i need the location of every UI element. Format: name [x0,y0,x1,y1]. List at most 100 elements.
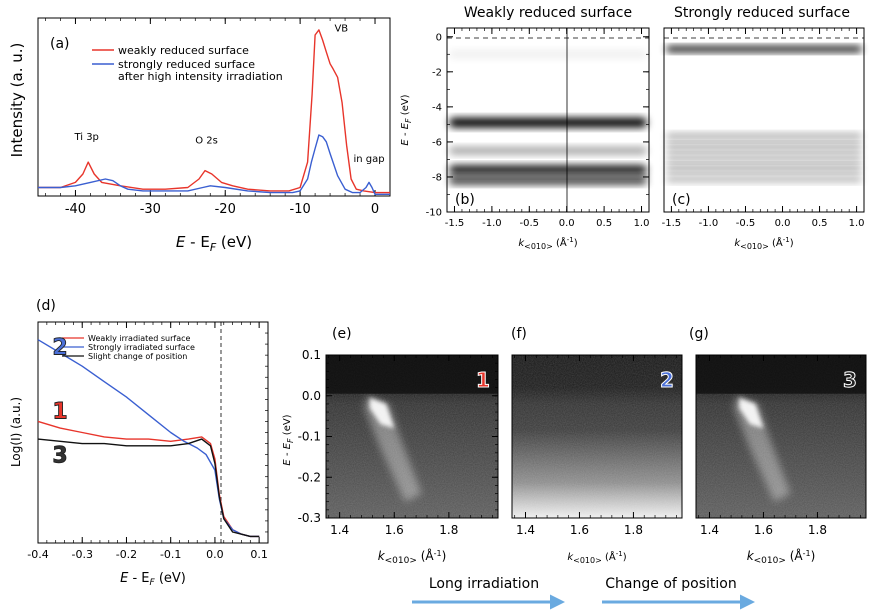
panel-c-frame [663,27,865,213]
panel-c-xlabel-k: k [734,238,741,249]
panel-e-xlabel-sup: -1 [434,549,442,558]
annotation-a-1: O 2s [195,135,218,146]
panel-g-xlabel-sub: <010> [754,556,786,566]
panel-c-xlabel: k<010> (Å-1) [734,236,793,251]
legend-d-black: Slight change of position [88,352,187,361]
band-c-5 [666,175,862,183]
band-b-4 [449,176,647,185]
panel-e-ylabel-unit: (eV) [282,414,293,438]
xtick-label-d: -0.1 [160,548,181,561]
panel-d-label: (d) [36,298,56,314]
xtick-label-b: -1.0 [482,218,502,229]
ytick-label-b: 0 [436,32,442,43]
panel-a-frame [37,17,391,197]
ytick-label-e: 0.0 [302,389,321,403]
panel-g-number: 3 [843,368,857,392]
panel-b-title: Weakly reduced surface [464,5,632,21]
panel-g-label: (g) [689,326,709,342]
panel-d-ylabel: Log(I) (a.u.) [9,397,23,467]
annotation-a-3: in gap [353,154,384,165]
panel-c-xlabel-sub: <010> [740,242,769,251]
panel-a-xlabel: E - EF (eV) [176,233,252,254]
panel-b-ylabel-sub: F [404,118,413,123]
panel-a-label: (a) [50,36,70,52]
legend-d-blue: Strongly irradiated surface [88,343,195,352]
xtick-label-g: 1.6 [754,523,773,537]
legend-a-blue: strongly reduced surface [118,58,255,71]
series-a-1 [38,134,390,196]
xtick-label-b: -1.5 [445,218,465,229]
panel-e-xlabel-sub: <010> [385,556,417,566]
xtick-label-d: 0.1 [250,548,268,561]
legend-d-red: Weakly irradiated surface [88,334,190,343]
xtick-label-e: 1.6 [385,523,404,537]
panel-c-title: Strongly reduced surface [674,5,850,21]
panel-f-label: (f) [511,326,527,342]
above-fermi-e [326,355,498,394]
panel-c-xlabel-unit: (Å [769,236,783,249]
ytick-label-e: -0.1 [298,430,321,444]
panel-g-frame [695,354,867,519]
panel-g: (g) 1.4 1.6 1.8 3 k<010> (Å-1) [689,326,867,566]
panel-f-xlabel: k<010> (Å-1) [567,550,626,565]
panel-b-xlabel-close: ) [574,238,578,249]
panel-g-xlabel-close: ) [811,549,816,563]
panel-e-ylabel-sub: F [286,438,295,443]
panel-c: Strongly reduced surface -1.5 -1.0 -0.5 0.0… [662,5,865,251]
panel-b-xlabel-sub: <010> [524,242,553,251]
panel-e-xlabel-unit: (Å [417,548,434,563]
annotation-a-0: Ti 3p [73,132,98,143]
xtick-label-c: 0.0 [775,218,791,229]
panel-d-xlabel-sub: F [150,578,156,588]
panel-d-xlabel-minus: - E [128,571,149,586]
xtick-label-c: -1.0 [699,218,719,229]
panel-e-xlabel-close: ) [442,549,447,563]
panel-f-xlabel-unit: (Å [602,550,616,563]
panel-f-number: 2 [660,368,674,392]
xtick-label-g: 1.8 [808,523,827,537]
xtick-label-d: -0.3 [71,548,92,561]
band-c-1 [666,133,862,141]
panel-f-xlabel-sup: -1 [616,550,623,558]
curve-number-3: 3 [52,444,67,469]
panel-e-number: 1 [476,368,490,392]
band-b-1 [449,117,647,128]
panel-d-xlabel-e: E [120,571,129,586]
legend-a-red: weakly reduced surface [118,44,249,57]
curve-number-1: 1 [52,399,67,424]
panel-a-xlabel-sub: F [210,241,217,254]
xtick-label-e: 1.8 [439,523,458,537]
series-a-0 [38,29,390,194]
arrow-long-irradiation-label: Long irradiation [429,576,539,592]
xtick-label-c: 0.5 [812,218,828,229]
xtick-label-a: 0 [371,202,379,217]
panel-d-xlabel: E - EF (eV) [120,571,186,588]
xtick-label-d: -0.4 [27,548,48,561]
panel-g-xlabel-sup: -1 [803,549,811,558]
ytick-label-b: -8 [432,172,442,183]
ytick-label-b: -4 [432,102,442,113]
panel-e-label: (e) [332,326,352,342]
xtick-label-f: 1.4 [516,523,535,537]
band-g-tail [733,395,791,502]
panel-b-xlabel-unit: (Å [553,236,567,249]
legend-a-blue-2: after high intensity irradiation [118,70,283,83]
xtick-label-a: -10 [290,202,311,217]
process-arrows: Long irradiation Change of position [412,576,755,610]
panel-b-label: (b) [455,192,475,208]
xtick-label-c: -1.5 [662,218,682,229]
ytick-label-b: -2 [432,67,442,78]
xtick-label-f: 1.6 [570,523,589,537]
panel-a-xlabel-unit: (eV) [216,233,252,251]
band-e-core [369,397,395,429]
band-c-0 [666,45,862,53]
panel-d-xlabel-unit: (eV) [155,571,186,586]
panel-e-ylabel: E - EF (eV) [282,414,295,465]
panel-b-xlabel: k<010> (Å-1) [518,236,577,251]
panel-c-bg [664,28,864,212]
xtick-label-a: -40 [65,202,86,217]
xtick-label-a: -30 [140,202,161,217]
panel-f: (f) 1.4 1.6 1.8 2 k<010> (Å-1) [511,326,683,565]
arrow-change-position-label: Change of position [605,576,736,592]
panel-g-xlabel-k: k [747,549,755,563]
